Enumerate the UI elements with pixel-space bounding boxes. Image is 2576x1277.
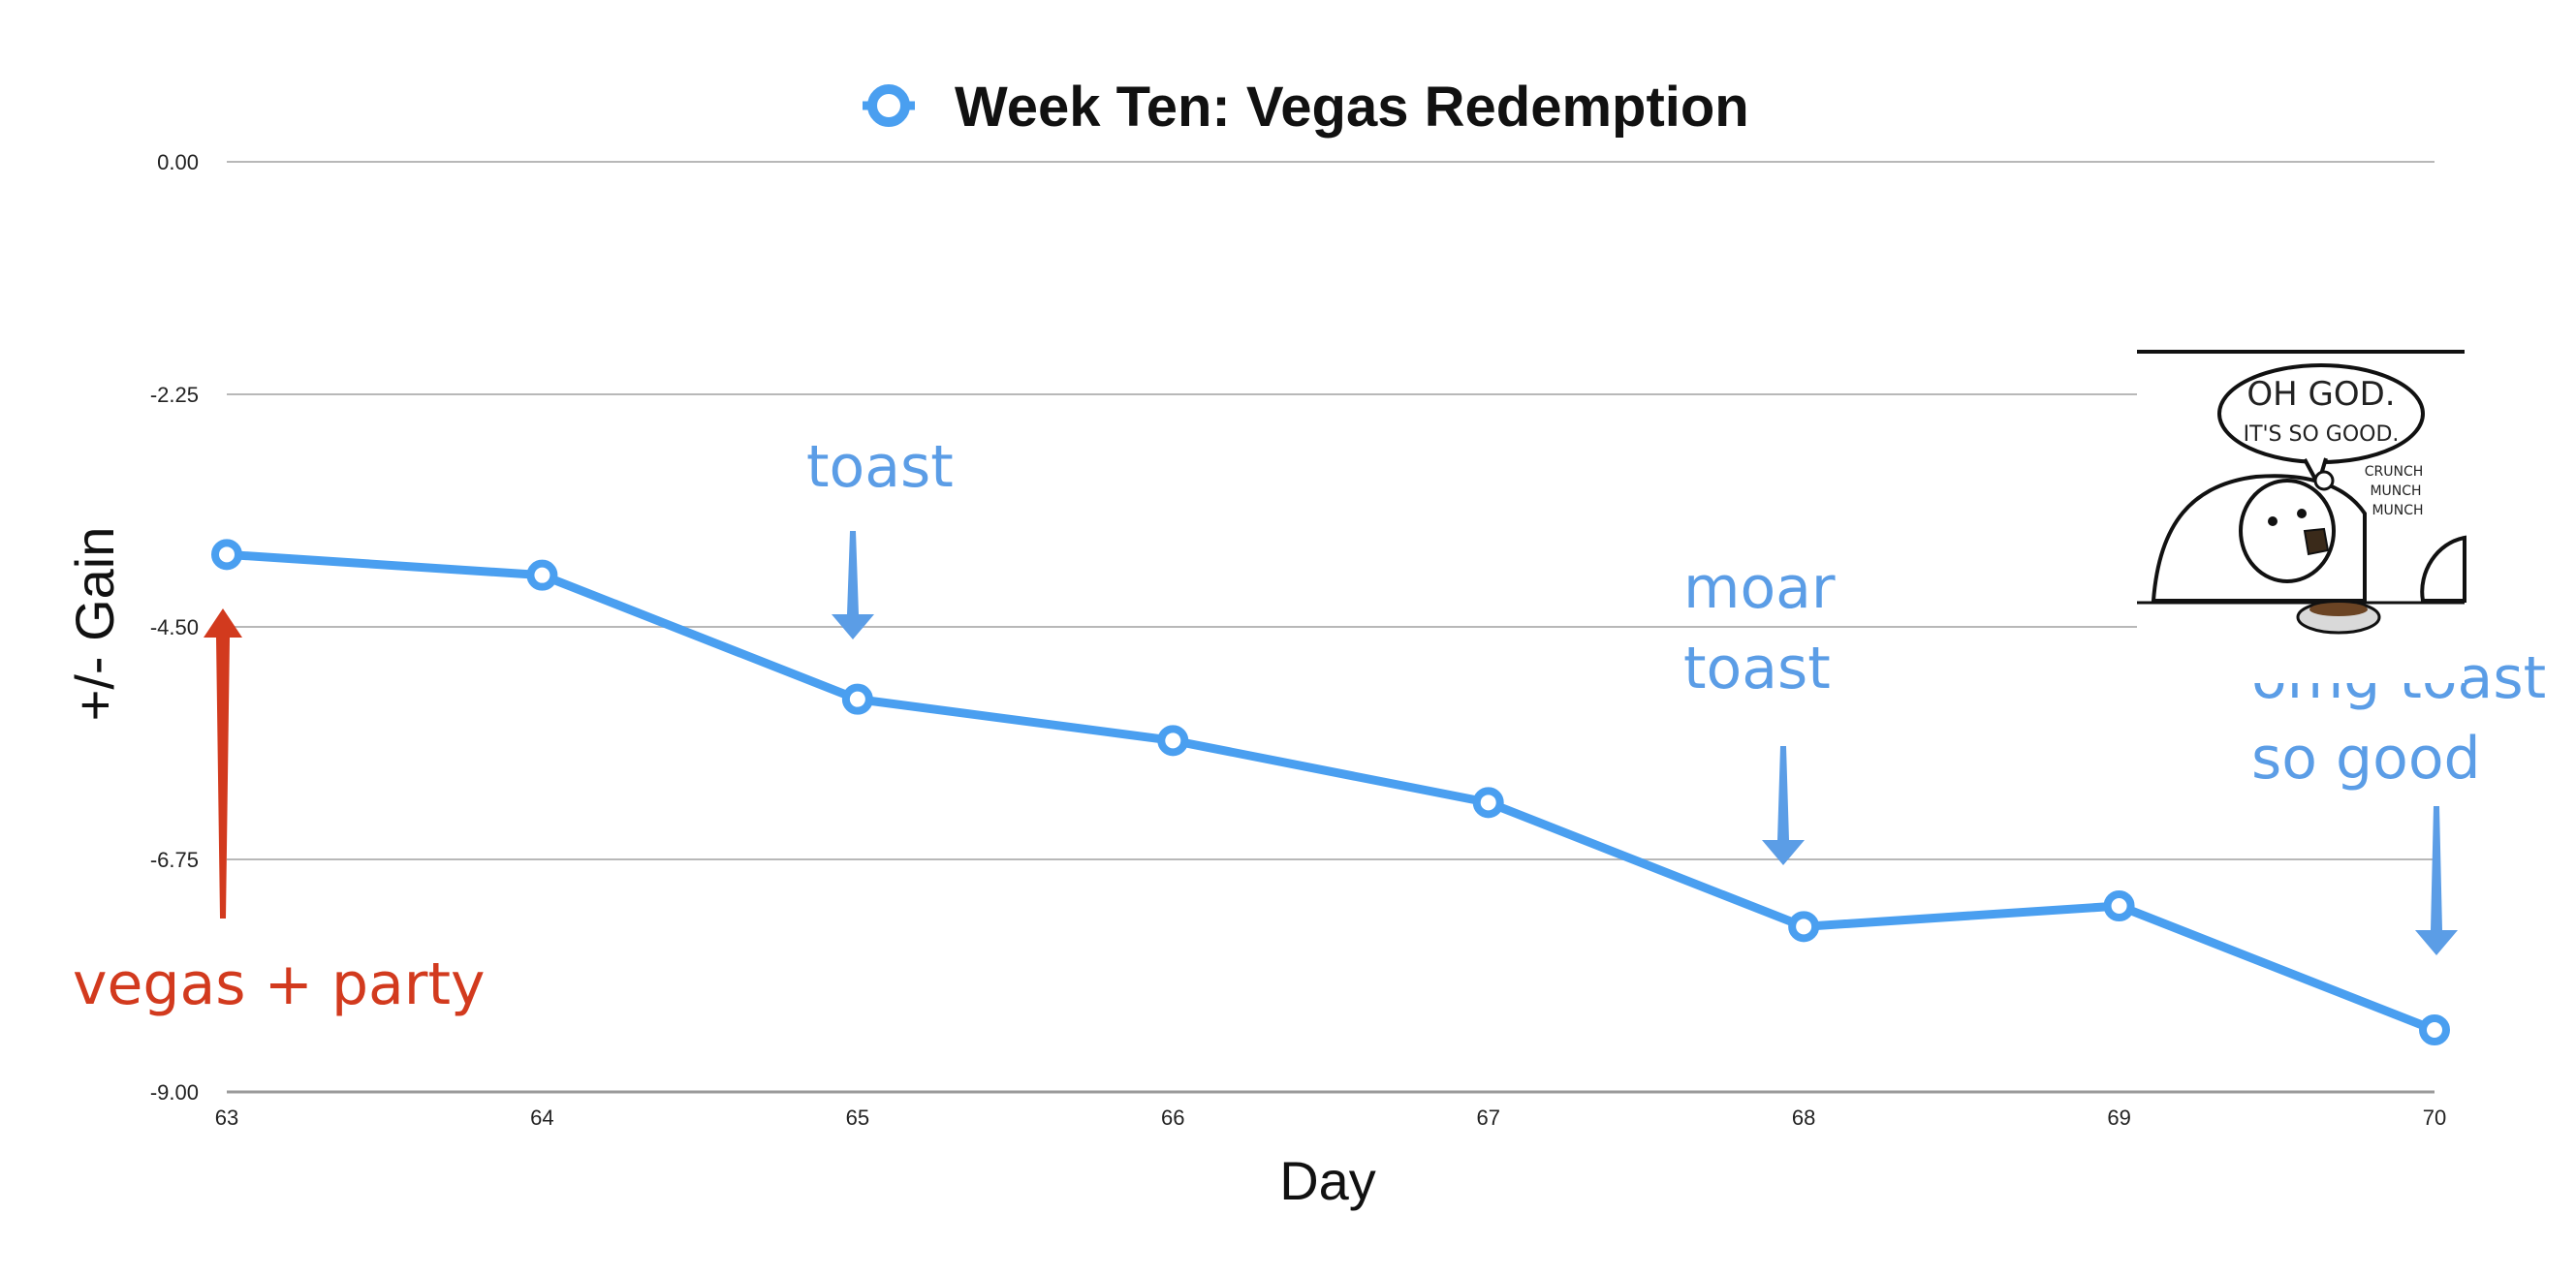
data-point <box>1788 911 1820 943</box>
y-tick-label: -2.25 <box>150 383 199 407</box>
annotation-text: toast <box>806 433 954 501</box>
x-tick-label: 67 <box>1476 1106 1499 1130</box>
annotation-text: vegas + party <box>73 950 486 1018</box>
x-tick-labels: 63 64 65 66 67 68 69 70 <box>215 1106 2446 1130</box>
y-tick-label: -4.50 <box>150 615 199 639</box>
data-point <box>841 683 873 715</box>
data-point <box>2103 890 2135 921</box>
x-tick-label: 64 <box>530 1106 553 1130</box>
comic-panel: OH GOD. IT'S SO GOOD. CRUNCH MUNCH MUNCH <box>2137 349 2466 683</box>
y-tick-label: -9.00 <box>150 1080 199 1105</box>
annotation-arrow <box>1762 746 1805 865</box>
chart-title: Week Ten: Vegas Redemption <box>955 76 1749 139</box>
x-tick-label: 68 <box>1792 1106 1815 1130</box>
series-gain <box>211 539 2450 1045</box>
legend-marker-swatch <box>867 84 910 127</box>
y-tick-label: -6.75 <box>150 848 199 872</box>
x-tick-label: 70 <box>2423 1106 2446 1130</box>
annotation-arrow <box>832 531 874 639</box>
annotation-arrow <box>2415 806 2458 955</box>
annotation-text: moar <box>1683 554 1836 622</box>
comic-text-line2: IT'S SO GOOD. <box>2244 422 2400 447</box>
data-point <box>526 559 558 591</box>
x-axis-title: Day <box>1279 1150 1376 1211</box>
x-tick-label: 66 <box>1161 1106 1184 1130</box>
x-tick-label: 69 <box>2107 1106 2130 1130</box>
legend: Week Ten: Vegas Redemption <box>863 76 1749 139</box>
comic-sfx-3: MUNCH <box>2372 503 2423 518</box>
annotation-arrow <box>204 608 242 919</box>
y-tick-label: 0.00 <box>157 150 199 174</box>
comic-sfx-1: CRUNCH <box>2365 464 2424 480</box>
x-tick-label: 63 <box>215 1106 238 1130</box>
comic-text-line1: OH GOD. <box>2246 375 2395 414</box>
annotation-text: toast <box>1683 635 1831 702</box>
series-line <box>222 549 2439 1035</box>
y-tick-labels: 0.00 -2.25 -4.50 -6.75 -9.00 <box>150 150 199 1105</box>
data-point <box>211 539 242 571</box>
data-point <box>1472 787 1504 819</box>
comic-bear-head <box>2239 479 2336 583</box>
x-tick-label: 65 <box>846 1106 869 1130</box>
y-axis-title: +/- Gain <box>64 527 125 722</box>
annotation-text: so good <box>2251 725 2481 793</box>
gridlines <box>227 161 2435 1094</box>
comic-sfx-2: MUNCH <box>2370 483 2421 499</box>
data-point <box>1157 725 1189 757</box>
data-point <box>2419 1014 2450 1045</box>
